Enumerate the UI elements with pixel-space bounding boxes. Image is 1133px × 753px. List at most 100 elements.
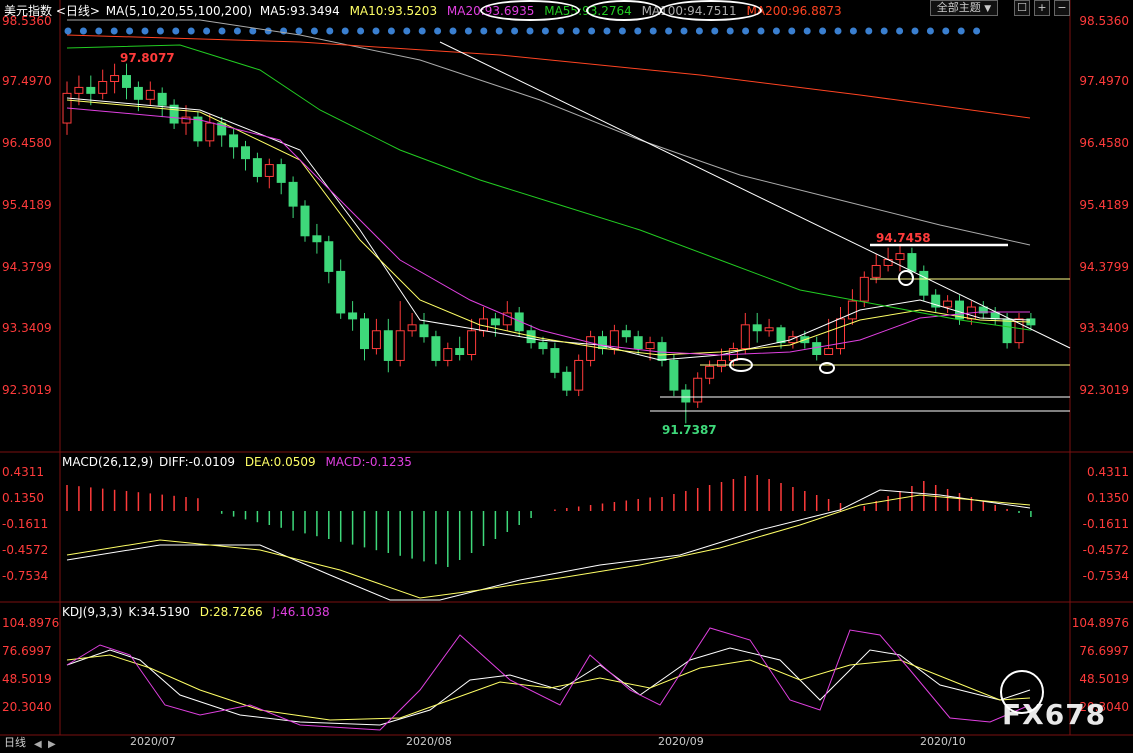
kdj-d-line xyxy=(66,654,1031,721)
candle-body xyxy=(312,235,322,243)
event-dot xyxy=(649,27,657,35)
candle-body xyxy=(943,300,953,308)
high-annotation-1: 97.8077 xyxy=(120,51,175,65)
ma20-line xyxy=(66,107,1030,356)
candle-body xyxy=(217,122,227,136)
event-dot xyxy=(418,27,426,35)
candle-body xyxy=(86,86,96,94)
kdj-label-left: 48.5019 xyxy=(2,672,52,686)
candle-body xyxy=(1002,318,1012,344)
candle-body xyxy=(193,116,203,142)
event-dot xyxy=(64,27,72,35)
footer-tab[interactable]: 日线 xyxy=(4,734,26,750)
event-dot xyxy=(372,27,380,35)
candle-body xyxy=(264,164,274,177)
scroll-right-icon[interactable]: ▶ xyxy=(48,739,56,750)
macd-value: MACD:-0.1235 xyxy=(325,455,412,469)
event-dot xyxy=(403,27,411,35)
candle-body xyxy=(574,359,584,391)
event-dot xyxy=(341,27,349,35)
event-dot xyxy=(588,27,596,35)
settings-icon[interactable]: ☐ xyxy=(1014,0,1030,16)
candle-body xyxy=(538,342,548,350)
kdj-label-right: 104.8976 xyxy=(1071,616,1129,630)
candle-body xyxy=(752,324,762,332)
kdj-label-right: 20.3040 xyxy=(1079,700,1129,714)
date-label: 2020/08 xyxy=(406,735,452,748)
candle-body xyxy=(383,330,393,361)
candle-body xyxy=(550,348,560,373)
event-dot xyxy=(172,27,180,35)
event-dot xyxy=(126,27,134,35)
candle-body xyxy=(883,259,893,266)
macd-header: MACD(26,12,9) DIFF:-0.0109 DEA:0.0509 MA… xyxy=(62,455,412,469)
event-dot xyxy=(680,27,688,35)
event-dot xyxy=(141,27,149,35)
macd-label-right: 0.1350 xyxy=(1087,491,1129,505)
event-dot xyxy=(310,27,318,35)
event-dot xyxy=(110,27,118,35)
candle-body xyxy=(788,336,798,344)
kdj-label-left: 76.6997 xyxy=(2,644,52,658)
candle-body xyxy=(122,75,131,88)
chart-title: 美元指数 xyxy=(4,4,53,18)
ma-params: MA(5,10,20,55,100,200) xyxy=(105,4,253,18)
macd-label-left: -0.7534 xyxy=(2,569,49,583)
event-dot xyxy=(357,27,365,35)
macd-label-right: -0.4572 xyxy=(1082,543,1129,557)
macd-label-right: 0.4311 xyxy=(1087,465,1129,479)
candle-body xyxy=(300,205,310,237)
date-label: 2020/10 xyxy=(920,735,966,748)
candle-body xyxy=(145,89,155,100)
high-annotation-2: 94.7458 xyxy=(876,231,931,245)
event-dot xyxy=(280,27,288,35)
kdj-params: KDJ(9,3,3) xyxy=(62,605,123,619)
kdj-label-right: 76.6997 xyxy=(1079,644,1129,658)
ma200-line xyxy=(66,34,1031,119)
candle-body xyxy=(705,365,715,379)
macd-label-left: -0.1611 xyxy=(2,517,49,531)
candle-body xyxy=(562,371,572,391)
event-dot xyxy=(911,27,919,35)
scroll-left-icon[interactable]: ◀ xyxy=(34,739,42,750)
event-dot xyxy=(926,27,934,35)
candle-body xyxy=(812,342,822,356)
ma55-highlight-oval xyxy=(586,0,662,21)
event-dot xyxy=(495,27,503,35)
minus-icon[interactable]: − xyxy=(1054,0,1070,16)
event-dot xyxy=(726,27,734,35)
event-dot xyxy=(695,27,703,35)
ma20-highlight-oval xyxy=(480,0,580,21)
event-dot xyxy=(187,27,195,35)
macd-dea-line xyxy=(66,494,1031,599)
highlight-circle xyxy=(898,270,914,286)
event-dot xyxy=(572,27,580,35)
event-dot xyxy=(79,27,87,35)
event-dot xyxy=(942,27,950,35)
event-dot xyxy=(480,27,488,35)
event-dot xyxy=(464,27,472,35)
watermark-circle xyxy=(1000,670,1044,714)
footer-tab-label: 日线 xyxy=(4,736,26,749)
event-dot xyxy=(156,27,164,35)
event-dot xyxy=(865,27,873,35)
event-dot xyxy=(711,27,719,35)
candle-body xyxy=(348,312,358,320)
candle-body xyxy=(455,348,465,356)
candle-body xyxy=(621,330,631,338)
event-dot xyxy=(233,27,241,35)
event-dot xyxy=(218,27,226,35)
candle-body xyxy=(586,336,596,361)
event-dot xyxy=(264,27,272,35)
price-label-left: 96.4580 xyxy=(2,136,52,150)
theme-dropdown[interactable]: 全部主题 ▼ xyxy=(930,0,998,16)
kdj-k-line xyxy=(66,647,1031,726)
event-dot xyxy=(326,27,334,35)
candle-body xyxy=(110,75,120,82)
event-dot xyxy=(95,27,103,35)
ma10-line xyxy=(66,99,1031,356)
candle-body xyxy=(978,306,988,314)
plus-icon[interactable]: + xyxy=(1034,0,1050,16)
event-dot xyxy=(634,27,642,35)
